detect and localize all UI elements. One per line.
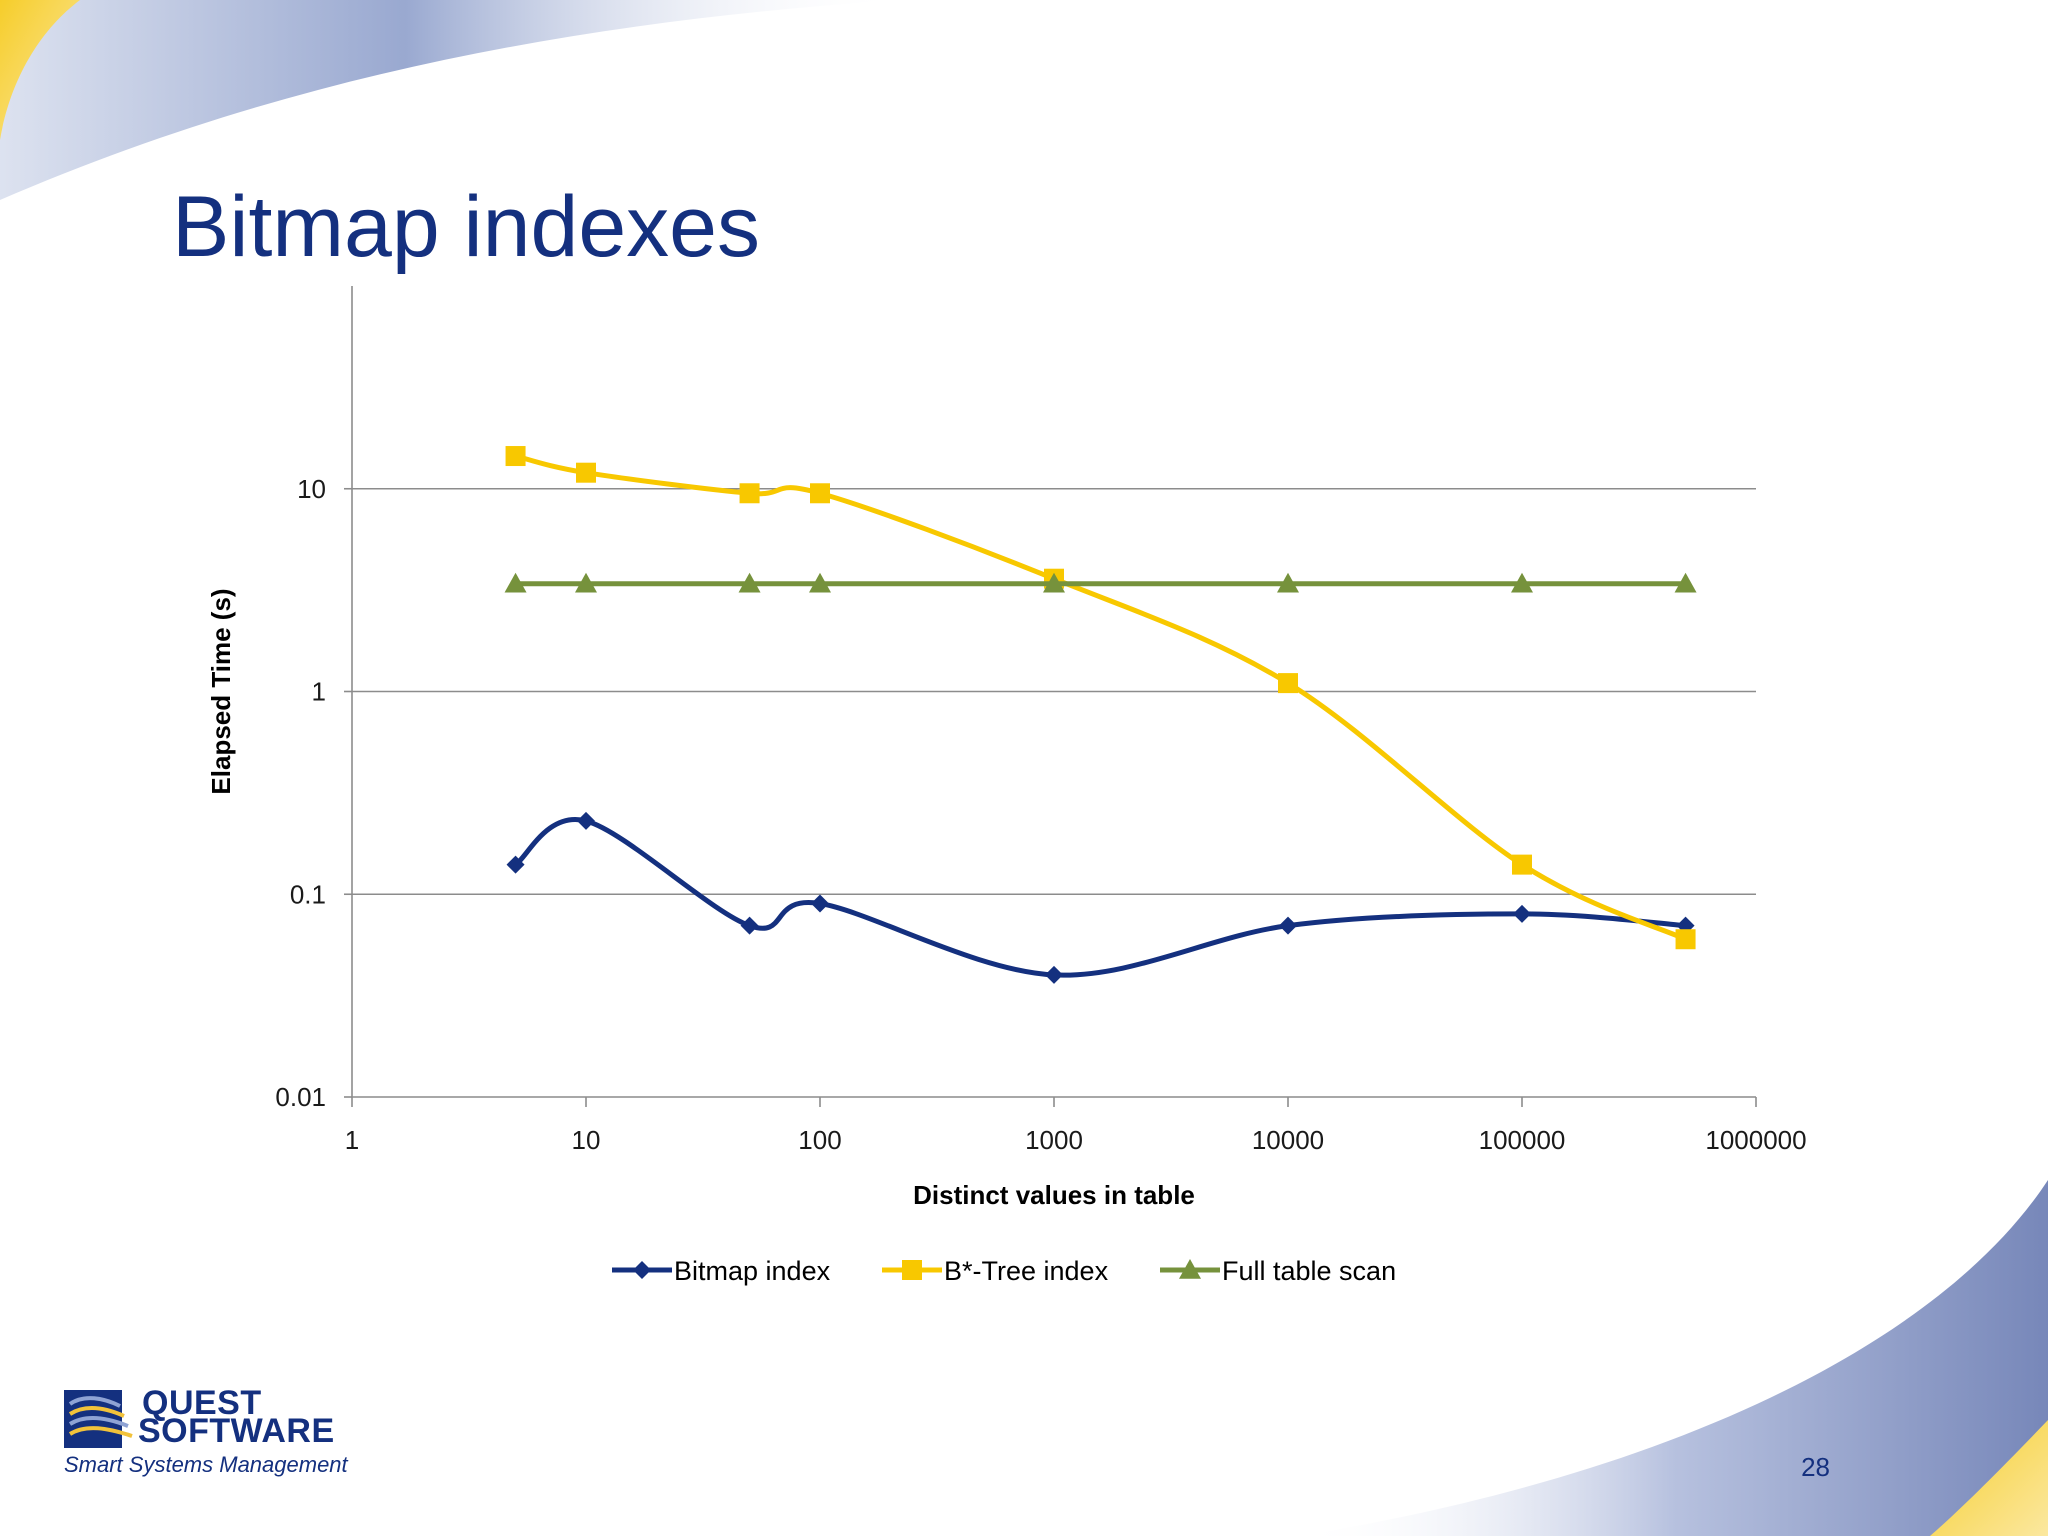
x-tick-label: 100000 [1479,1125,1566,1155]
data-point-full-table-scan [809,572,831,593]
data-point-bitmap-index [1279,916,1297,935]
series-full-table-scan [504,572,1697,593]
data-point-b-tree-index [810,483,830,504]
data-point-bitmap-index [1045,965,1063,984]
quest-software-logo: QUEST SOFTWARE Smart Systems Management [62,1384,382,1484]
logo-brand-line1: QUEST [142,1384,262,1422]
series-line-b-tree-index [513,453,1689,942]
x-tick-label: 1000000 [1705,1125,1806,1155]
top-swoosh [0,0,900,200]
data-point-bitmap-index [740,916,759,935]
data-point-bitmap-index [506,855,525,874]
y-tick-label: 0.01 [275,1082,326,1112]
x-tick-label: 10000 [1252,1125,1324,1155]
legend-item-b-tree-index: B*-Tree index [882,1256,1109,1286]
x-tick-label: 10 [572,1125,601,1155]
data-point-b-tree-index [1675,929,1696,950]
legend-item-full-table-scan: Full table scan [1160,1256,1396,1286]
y-tick-label: 10 [297,474,326,504]
top-yellow-accent [0,0,80,140]
legend-swatch-marker [1179,1259,1201,1279]
legend-swatch-marker [902,1260,922,1280]
x-tick-label: 1 [345,1125,359,1155]
legend-swatch-marker [633,1261,651,1279]
logo-tagline: Smart Systems Management [64,1452,348,1477]
data-point-b-tree-index [505,446,526,467]
data-point-b-tree-index [739,483,760,504]
data-point-bitmap-index [1513,904,1531,923]
legend-item-bitmap-index: Bitmap index [612,1256,831,1286]
data-point-full-table-scan [1043,572,1065,593]
y-tick-label: 1 [312,677,326,707]
data-point-full-table-scan [738,572,761,593]
series-bitmap-index [506,811,1695,984]
bottom-swoosh [1300,1180,2048,1536]
x-tick-label: 100 [798,1125,841,1155]
data-point-b-tree-index [576,462,596,483]
y-tick-label: 0.1 [290,879,326,909]
bottom-yellow-accent [1930,1420,2048,1536]
data-point-full-table-scan [1277,572,1299,593]
x-tick-label: 1000 [1025,1125,1083,1155]
legend-label: B*-Tree index [944,1256,1109,1286]
data-point-b-tree-index [1512,854,1532,875]
data-point-full-table-scan [504,572,527,593]
logo-brand-line2: SOFTWARE [138,1412,335,1450]
data-point-full-table-scan [1511,572,1533,593]
y-axis-title: Elapsed Time (s) [206,588,236,794]
x-axis-title: Distinct values in table [913,1180,1195,1210]
page-number: 28 [1801,1452,1830,1482]
data-point-full-table-scan [1674,572,1697,593]
data-point-full-table-scan [575,572,597,593]
data-point-b-tree-index [1278,673,1298,694]
legend-label: Full table scan [1222,1256,1396,1286]
series-line-bitmap-index [513,816,1689,978]
data-point-bitmap-index [577,811,595,830]
data-point-bitmap-index [811,894,829,913]
legend-label: Bitmap index [674,1256,831,1286]
logo-mark-icon [64,1390,133,1448]
slide-title: Bitmap indexes [172,179,760,275]
series-b-tree-index [505,446,1696,950]
